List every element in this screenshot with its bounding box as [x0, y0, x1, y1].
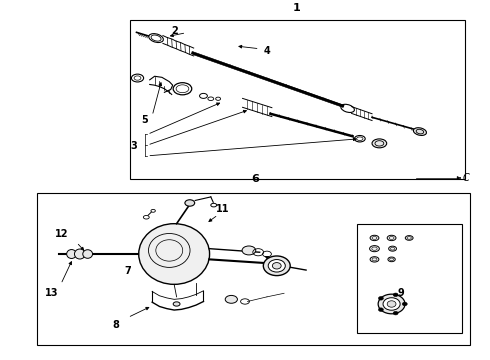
Ellipse shape [74, 249, 85, 259]
Text: 7: 7 [124, 266, 131, 276]
Circle shape [393, 311, 398, 315]
Text: 4: 4 [264, 46, 270, 55]
Circle shape [378, 297, 383, 300]
Ellipse shape [263, 256, 290, 276]
Text: 2: 2 [171, 26, 177, 36]
Text: 13: 13 [45, 288, 59, 298]
Ellipse shape [83, 250, 93, 258]
Bar [130, 20, 465, 179]
Ellipse shape [372, 139, 387, 148]
Ellipse shape [242, 246, 256, 255]
Ellipse shape [139, 224, 210, 284]
Bar [37, 193, 470, 345]
Ellipse shape [185, 200, 195, 206]
Ellipse shape [387, 301, 396, 307]
Text: 9: 9 [398, 288, 405, 298]
Ellipse shape [369, 246, 379, 252]
Circle shape [402, 302, 407, 306]
Circle shape [393, 293, 398, 297]
Text: 5: 5 [142, 115, 148, 125]
Ellipse shape [370, 257, 379, 262]
Ellipse shape [414, 128, 426, 135]
Ellipse shape [173, 302, 180, 306]
Ellipse shape [272, 262, 281, 269]
Text: 11: 11 [216, 204, 230, 215]
Text: 10: 10 [275, 258, 289, 268]
Bar [357, 224, 463, 333]
Ellipse shape [389, 246, 396, 251]
Ellipse shape [405, 236, 413, 240]
Ellipse shape [268, 260, 285, 272]
Text: 6: 6 [251, 174, 259, 184]
Ellipse shape [388, 257, 395, 262]
Ellipse shape [370, 235, 379, 240]
Text: 1: 1 [293, 3, 300, 13]
Ellipse shape [387, 235, 396, 240]
Ellipse shape [378, 294, 405, 314]
Text: 3: 3 [131, 141, 138, 151]
Text: 8: 8 [112, 320, 119, 330]
Circle shape [378, 308, 383, 311]
Ellipse shape [225, 296, 238, 303]
Text: C: C [463, 173, 469, 183]
Ellipse shape [383, 298, 400, 310]
Text: 12: 12 [55, 229, 69, 239]
Ellipse shape [67, 249, 76, 258]
